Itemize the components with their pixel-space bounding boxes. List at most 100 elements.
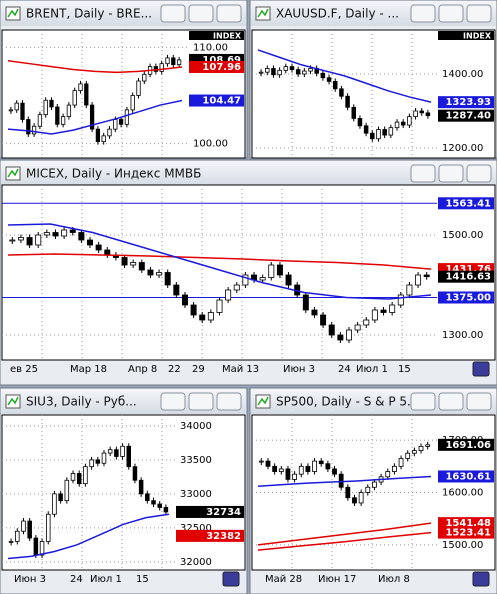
candle — [233, 284, 240, 291]
candle — [376, 129, 381, 140]
price-label: 1541.48 — [445, 518, 491, 529]
scroll-button[interactable] — [472, 571, 490, 587]
candle — [176, 59, 182, 66]
moving-average — [7, 99, 183, 135]
minimize-button[interactable] — [410, 164, 436, 183]
candle — [8, 109, 14, 112]
window-icon-glyph — [7, 8, 19, 18]
candle — [136, 80, 141, 96]
candle — [320, 72, 326, 79]
candle — [89, 104, 95, 130]
date-label: 24 — [70, 574, 83, 585]
scroll-button[interactable] — [222, 571, 240, 587]
candle — [60, 116, 66, 125]
plot — [2, 30, 188, 158]
candle — [33, 537, 39, 556]
price-label-box — [438, 470, 494, 483]
candle — [332, 81, 338, 90]
candle — [159, 63, 164, 72]
y-tick-label: 1400.00 — [442, 69, 483, 80]
candle — [157, 503, 162, 508]
y-tick-label: 33000 — [180, 489, 212, 500]
price-label-box — [438, 438, 494, 451]
candle — [372, 481, 377, 488]
close-button[interactable] — [466, 164, 492, 183]
minimize-button[interactable] — [160, 4, 186, 23]
plot — [2, 185, 437, 360]
price-label-box — [438, 270, 494, 283]
date-label: Июн 3 — [283, 364, 315, 375]
close-button[interactable] — [216, 4, 242, 23]
candle — [156, 272, 163, 276]
window-title: SP500, Daily - S & P 5... — [276, 395, 418, 409]
candle — [147, 269, 154, 276]
date-label: ев 25 — [10, 364, 38, 375]
close-button[interactable] — [466, 4, 492, 23]
chart-window: SIU3, Daily - Руб... 34000 33500 33000 32500… — [0, 387, 248, 594]
candle — [276, 264, 283, 276]
candle — [265, 460, 271, 467]
price-label: 1416.63 — [445, 272, 491, 283]
candle — [199, 314, 206, 321]
window-title: BRENT, Daily - BRE... — [26, 7, 152, 21]
candle — [35, 234, 42, 246]
candle — [31, 125, 37, 135]
price-label-box — [438, 197, 494, 210]
y-tick-label: 32500 — [180, 523, 212, 534]
scroll-button[interactable] — [472, 361, 490, 377]
candle — [337, 334, 344, 341]
candle — [339, 88, 344, 97]
candle — [419, 110, 424, 114]
candle — [400, 121, 406, 126]
date-label: 22 — [168, 364, 181, 375]
candle — [363, 319, 370, 326]
window-icon-glyph — [257, 396, 269, 406]
close-button[interactable] — [466, 392, 492, 411]
date-label: Июн 17 — [318, 574, 356, 585]
maximize-button[interactable] — [188, 4, 214, 23]
candle — [61, 229, 68, 237]
candle — [8, 541, 14, 543]
minimize-button[interactable] — [410, 4, 436, 23]
price-label: 32734 — [206, 507, 241, 518]
candle — [394, 121, 400, 129]
candle — [87, 239, 94, 246]
minimize-button[interactable] — [410, 392, 436, 411]
date-label: 15 — [136, 574, 149, 585]
close-button[interactable] — [216, 392, 242, 411]
price-label-box — [189, 60, 244, 73]
candle — [415, 274, 422, 286]
candle — [265, 68, 270, 73]
maximize-button[interactable] — [438, 4, 464, 23]
y-tick-label: 33500 — [180, 455, 212, 466]
candle — [14, 102, 19, 111]
price-label: 107.96 — [202, 62, 241, 73]
moving-average — [257, 522, 432, 546]
candle — [332, 468, 337, 475]
index-label: INDEX — [463, 32, 492, 41]
moving-average — [257, 49, 432, 103]
candle — [39, 541, 45, 556]
y-tick-label: 1500.00 — [442, 230, 483, 241]
candle — [325, 463, 331, 470]
candle — [351, 106, 357, 119]
date-label: Июн 3 — [14, 574, 46, 585]
candle — [55, 106, 60, 125]
minimize-button[interactable] — [160, 392, 186, 411]
y-tick-label: 1200.00 — [442, 143, 483, 154]
price-label-box — [438, 526, 494, 539]
maximize-button[interactable] — [438, 392, 464, 411]
candle — [49, 99, 54, 108]
moving-average — [257, 531, 432, 551]
candle — [271, 68, 276, 76]
date-label: Мар 18 — [70, 364, 107, 375]
maximize-button[interactable] — [188, 392, 214, 411]
maximize-button[interactable] — [438, 164, 464, 183]
candle — [132, 466, 138, 481]
candle — [411, 450, 417, 454]
candle — [64, 479, 70, 502]
candle — [165, 57, 170, 65]
plot-area — [1, 184, 496, 361]
price-label-box — [176, 505, 244, 518]
y-tick-label: 34000 — [180, 421, 212, 432]
